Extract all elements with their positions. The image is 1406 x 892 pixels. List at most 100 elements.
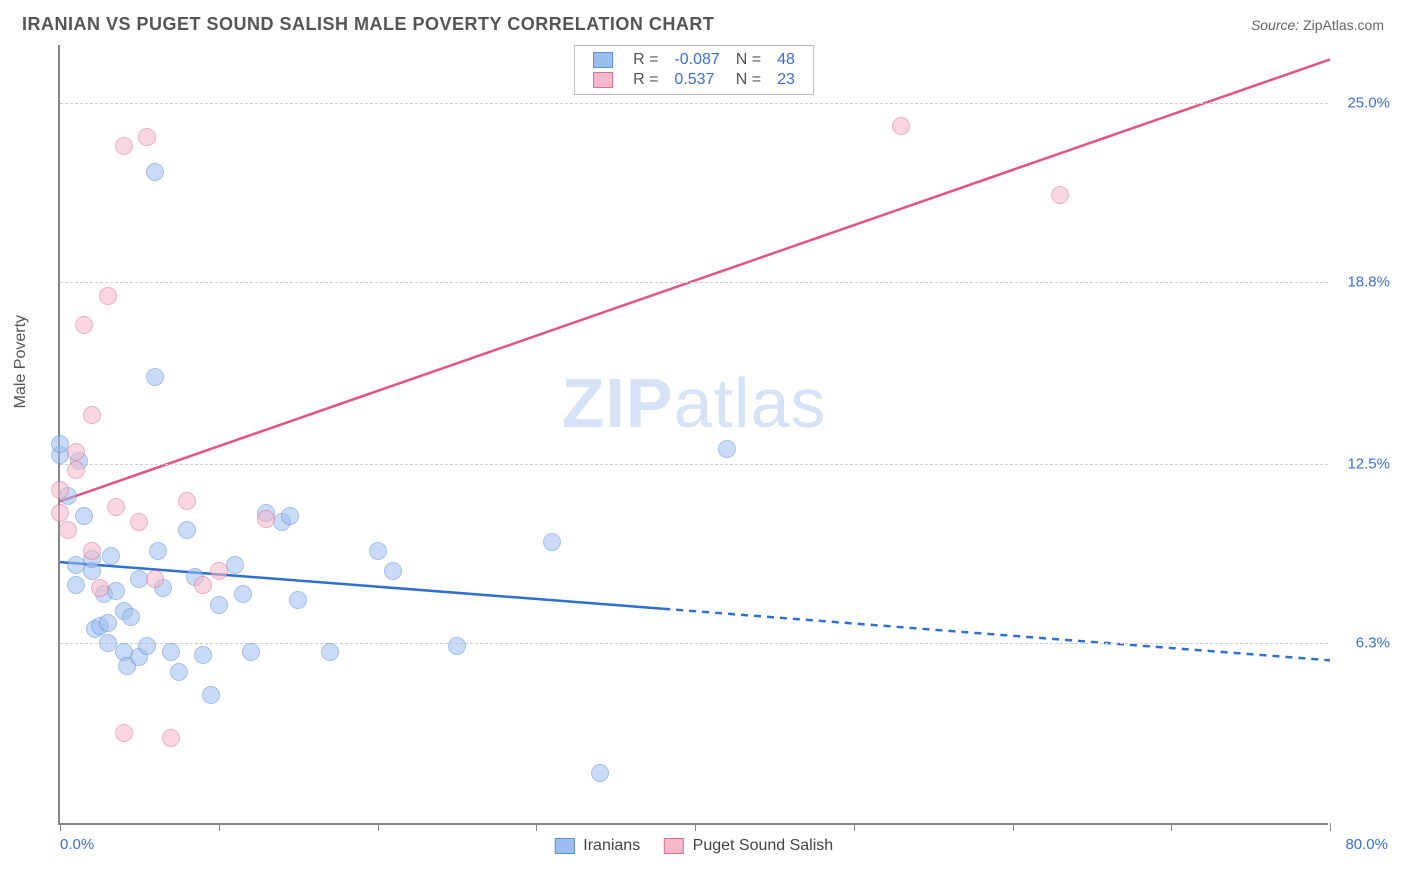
n-label: N = — [728, 70, 769, 90]
chart-title: IRANIAN VS PUGET SOUND SALISH MALE POVER… — [22, 14, 714, 35]
data-point — [99, 287, 117, 305]
series-legend-label: Puget Sound Salish — [693, 837, 834, 854]
data-point — [194, 646, 212, 664]
y-tick-label: 25.0% — [1347, 94, 1390, 111]
data-point — [83, 406, 101, 424]
x-tick — [1013, 823, 1014, 831]
data-point — [75, 507, 93, 525]
x-tick — [1171, 823, 1172, 831]
data-point — [162, 643, 180, 661]
data-point — [591, 764, 609, 782]
data-point — [75, 316, 93, 334]
r-label: R = — [625, 50, 666, 70]
data-point — [122, 608, 140, 626]
data-point — [146, 163, 164, 181]
data-point — [149, 542, 167, 560]
trend-line — [663, 609, 1330, 661]
data-point — [242, 643, 260, 661]
data-point — [892, 117, 910, 135]
data-point — [257, 510, 275, 528]
x-tick — [695, 823, 696, 831]
data-point — [67, 461, 85, 479]
x-axis-min-label: 0.0% — [60, 836, 94, 853]
y-tick-label: 6.3% — [1356, 635, 1390, 652]
plot-region: ZIPatlas R =-0.087N =48R =0.537N =23 Ira… — [58, 45, 1328, 825]
data-point — [210, 562, 228, 580]
data-point — [107, 498, 125, 516]
data-point — [1051, 186, 1069, 204]
stats-legend-row: R =-0.087N =48 — [585, 50, 803, 70]
data-point — [384, 562, 402, 580]
x-tick — [536, 823, 537, 831]
watermark: ZIPatlas — [562, 363, 827, 443]
source-value: ZipAtlas.com — [1303, 17, 1384, 33]
data-point — [289, 591, 307, 609]
series-legend: Iranians Puget Sound Salish — [543, 837, 845, 855]
data-point — [115, 137, 133, 155]
data-point — [448, 637, 466, 655]
watermark-atlas: atlas — [674, 364, 827, 442]
data-point — [170, 663, 188, 681]
data-point — [543, 533, 561, 551]
chart-header: IRANIAN VS PUGET SOUND SALISH MALE POVER… — [0, 0, 1406, 45]
legend-swatch — [593, 72, 613, 88]
chart-source: Source: ZipAtlas.com — [1251, 17, 1384, 33]
data-point — [178, 521, 196, 539]
x-tick — [219, 823, 220, 831]
trend-lines — [60, 45, 1330, 825]
gridline — [60, 103, 1328, 104]
n-value: 48 — [769, 50, 803, 70]
data-point — [83, 542, 101, 560]
data-point — [210, 596, 228, 614]
data-point — [202, 686, 220, 704]
data-point — [130, 513, 148, 531]
data-point — [91, 579, 109, 597]
stats-legend: R =-0.087N =48R =0.537N =23 — [574, 45, 814, 95]
x-tick — [378, 823, 379, 831]
y-tick-label: 12.5% — [1347, 455, 1390, 472]
data-point — [718, 440, 736, 458]
data-point — [67, 576, 85, 594]
y-tick-label: 18.8% — [1347, 273, 1390, 290]
data-point — [369, 542, 387, 560]
data-point — [162, 729, 180, 747]
data-point — [194, 576, 212, 594]
data-point — [115, 724, 133, 742]
legend-swatch — [664, 838, 684, 854]
data-point — [321, 643, 339, 661]
data-point — [138, 637, 156, 655]
data-point — [178, 492, 196, 510]
data-point — [234, 585, 252, 603]
data-point — [226, 556, 244, 574]
x-tick — [60, 823, 61, 831]
data-point — [138, 128, 156, 146]
r-label: R = — [625, 70, 666, 90]
r-value: -0.087 — [666, 50, 727, 70]
data-point — [59, 521, 77, 539]
data-point — [102, 547, 120, 565]
data-point — [107, 582, 125, 600]
gridline — [60, 282, 1328, 283]
chart-area: Male Poverty ZIPatlas R =-0.087N =48R =0… — [22, 45, 1384, 865]
data-point — [51, 504, 69, 522]
gridline — [60, 464, 1328, 465]
data-point — [281, 507, 299, 525]
data-point — [67, 443, 85, 461]
source-label: Source: — [1251, 17, 1299, 33]
series-legend-label: Iranians — [583, 837, 640, 854]
legend-swatch — [555, 838, 575, 854]
n-value: 23 — [769, 70, 803, 90]
n-label: N = — [728, 50, 769, 70]
r-value: 0.537 — [666, 70, 727, 90]
y-axis-label: Male Poverty — [12, 315, 30, 408]
trend-line — [60, 59, 1330, 501]
legend-swatch — [593, 52, 613, 68]
data-point — [146, 368, 164, 386]
x-axis-max-label: 80.0% — [1345, 836, 1388, 853]
data-point — [51, 481, 69, 499]
x-tick — [1330, 823, 1331, 831]
stats-legend-row: R =0.537N =23 — [585, 70, 803, 90]
series-legend-item: Iranians — [555, 837, 640, 854]
data-point — [146, 570, 164, 588]
watermark-zip: ZIP — [562, 364, 674, 442]
